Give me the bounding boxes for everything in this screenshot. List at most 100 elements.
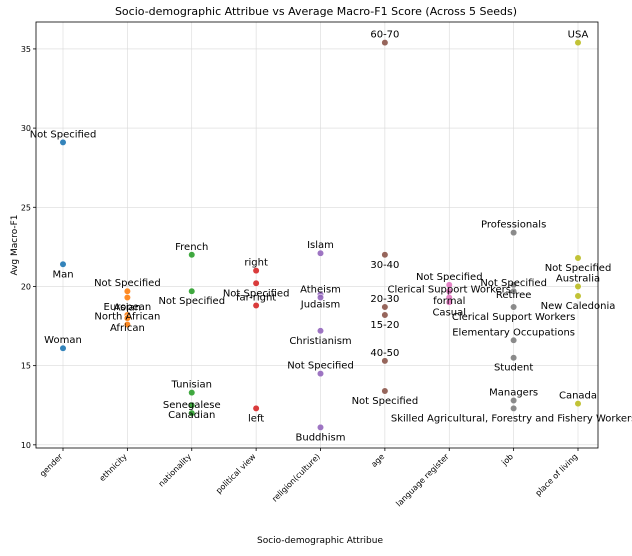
data-point <box>510 354 518 362</box>
point-label: 15-20 <box>370 320 399 331</box>
point-label: USA <box>568 30 589 41</box>
point-label: Not Specified <box>30 129 97 140</box>
point-label: Clerical Support Workers <box>452 312 576 323</box>
data-point <box>59 138 67 146</box>
point-label: Not Specified <box>287 361 354 372</box>
data-point <box>445 298 453 306</box>
x-tick-label: job <box>499 452 515 468</box>
point-label: French <box>175 242 208 253</box>
points-layer <box>59 38 582 432</box>
data-point <box>381 251 389 259</box>
data-point <box>188 388 196 397</box>
y-tick-label: 35 <box>21 45 31 54</box>
point-label: Canada <box>559 391 597 402</box>
point-label: Islam <box>307 240 334 251</box>
data-point <box>316 249 325 257</box>
data-point <box>188 409 196 417</box>
point-label: formal <box>433 296 465 307</box>
data-point <box>123 320 131 329</box>
point-label: Judaism <box>300 299 341 310</box>
point-label: Skilled Agricultural, Forestry and Fishe… <box>391 413 632 424</box>
data-point <box>316 293 325 302</box>
point-label: Not Specified <box>480 278 547 289</box>
data-point <box>252 267 260 275</box>
data-point <box>59 260 67 268</box>
data-point <box>574 292 582 300</box>
data-point <box>510 303 518 311</box>
data-point <box>252 404 260 413</box>
y-tick-label: 15 <box>21 362 31 371</box>
x-tick-label: age <box>369 452 386 469</box>
point-label: 60-70 <box>370 30 399 41</box>
point-label: Retiree <box>496 290 532 301</box>
data-point <box>510 396 518 405</box>
x-tick-label: political view <box>214 452 258 496</box>
data-point <box>381 357 389 365</box>
point-label: Senegalese <box>163 400 221 411</box>
point-label: Woman <box>44 335 82 346</box>
point-label: 30-40 <box>370 260 399 271</box>
data-point <box>381 38 389 47</box>
x-tick-label: gender <box>38 452 65 479</box>
point-label: left <box>248 413 264 424</box>
data-point <box>316 423 325 432</box>
point-label: African <box>110 323 145 334</box>
data-point <box>574 400 582 408</box>
data-point <box>510 404 518 413</box>
data-point <box>123 293 131 302</box>
x-tick-label: language register <box>394 452 451 509</box>
point-label: 20-30 <box>370 294 399 305</box>
data-point <box>574 38 582 47</box>
point-label: Professionals <box>481 220 546 231</box>
data-point <box>188 251 196 259</box>
x-tick-label: nationality <box>157 452 194 489</box>
data-point <box>252 301 260 310</box>
data-point <box>316 327 325 335</box>
x-tick-label: religion(culture) <box>270 452 322 504</box>
point-label: New Caledonia <box>541 301 616 312</box>
data-point <box>188 287 196 295</box>
data-point <box>381 311 389 319</box>
point-label: Not Specified <box>94 278 161 289</box>
point-label: Christianism <box>289 336 351 347</box>
point-label: Casual <box>432 307 466 318</box>
x-axis-title: Socio-demographic Attribue <box>257 536 383 546</box>
point-label: Tunisian <box>171 380 213 391</box>
point-label: Man <box>52 269 73 280</box>
point-label: Elementary Occupations <box>452 327 575 338</box>
point-label: right <box>244 258 268 269</box>
y-tick-label: 20 <box>21 282 31 291</box>
x-tick-label: ethnicity <box>98 452 129 483</box>
data-point <box>510 336 518 344</box>
point-label: far-right <box>236 292 276 303</box>
chart-title: Socio-demographic Attribue vs Average Ma… <box>115 5 517 18</box>
point-label: Not Specified <box>545 263 612 274</box>
point-label: Not Specified <box>158 296 225 307</box>
point-label: Australia <box>556 273 600 284</box>
y-axis-title: Avg Macro-F1 <box>10 214 20 275</box>
y-tick-label: 25 <box>21 203 31 212</box>
point-label: Not Specified <box>352 396 419 407</box>
data-point <box>59 344 67 352</box>
point-label: Buddhism <box>296 432 346 443</box>
y-tick-label: 30 <box>21 124 31 133</box>
y-tick-label: 10 <box>21 441 31 450</box>
point-label: Not Specified <box>223 288 290 299</box>
point-label: Clerical Support Workers <box>387 285 511 296</box>
point-label: Managers <box>489 387 538 398</box>
plot-frame <box>35 21 599 449</box>
data-point <box>574 282 582 291</box>
point-label: European <box>104 302 152 313</box>
x-tick-label: place of living <box>534 452 580 498</box>
point-label: Student <box>494 363 533 374</box>
data-point <box>574 254 582 262</box>
point-label: Atheism <box>300 285 341 296</box>
point-label: Canadian <box>168 410 215 421</box>
point-label: North African <box>94 311 160 322</box>
data-point <box>316 369 325 378</box>
point-label: Not Specified <box>416 272 483 283</box>
data-point <box>510 287 518 295</box>
